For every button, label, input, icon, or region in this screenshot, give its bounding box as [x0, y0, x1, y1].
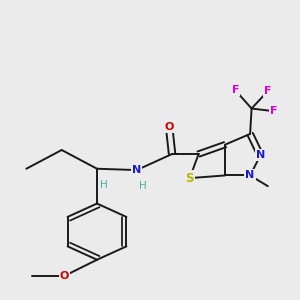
Text: H: H [100, 180, 108, 190]
Text: H: H [139, 181, 146, 191]
Text: N: N [132, 165, 141, 175]
Text: F: F [264, 86, 272, 96]
Text: F: F [270, 106, 278, 116]
Text: S: S [185, 172, 194, 184]
Text: N: N [245, 170, 255, 180]
Text: F: F [232, 85, 239, 95]
Text: N: N [256, 150, 265, 161]
Text: O: O [164, 122, 174, 132]
Text: O: O [60, 271, 69, 281]
